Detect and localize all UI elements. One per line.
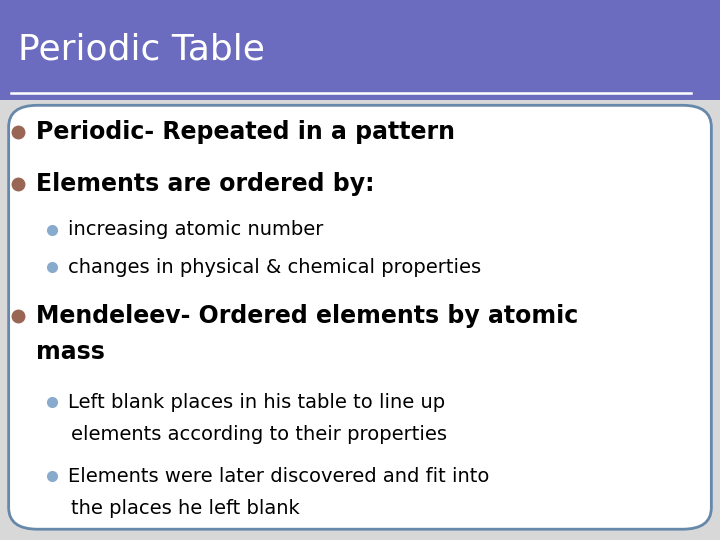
- Text: Left blank places in his table to line up: Left blank places in his table to line u…: [68, 393, 446, 412]
- Text: mass: mass: [36, 340, 105, 364]
- FancyBboxPatch shape: [0, 0, 720, 100]
- Text: the places he left blank: the places he left blank: [71, 499, 300, 518]
- Text: Periodic Table: Periodic Table: [18, 33, 265, 67]
- Text: Elements were later discovered and fit into: Elements were later discovered and fit i…: [68, 467, 490, 486]
- Text: increasing atomic number: increasing atomic number: [68, 220, 324, 239]
- Text: changes in physical & chemical properties: changes in physical & chemical propertie…: [68, 258, 482, 277]
- FancyBboxPatch shape: [9, 105, 711, 529]
- Text: Periodic- Repeated in a pattern: Periodic- Repeated in a pattern: [36, 120, 455, 144]
- Text: Elements are ordered by:: Elements are ordered by:: [36, 172, 374, 195]
- Text: Mendeleev- Ordered elements by atomic: Mendeleev- Ordered elements by atomic: [36, 304, 578, 328]
- Text: elements according to their properties: elements according to their properties: [71, 425, 446, 444]
